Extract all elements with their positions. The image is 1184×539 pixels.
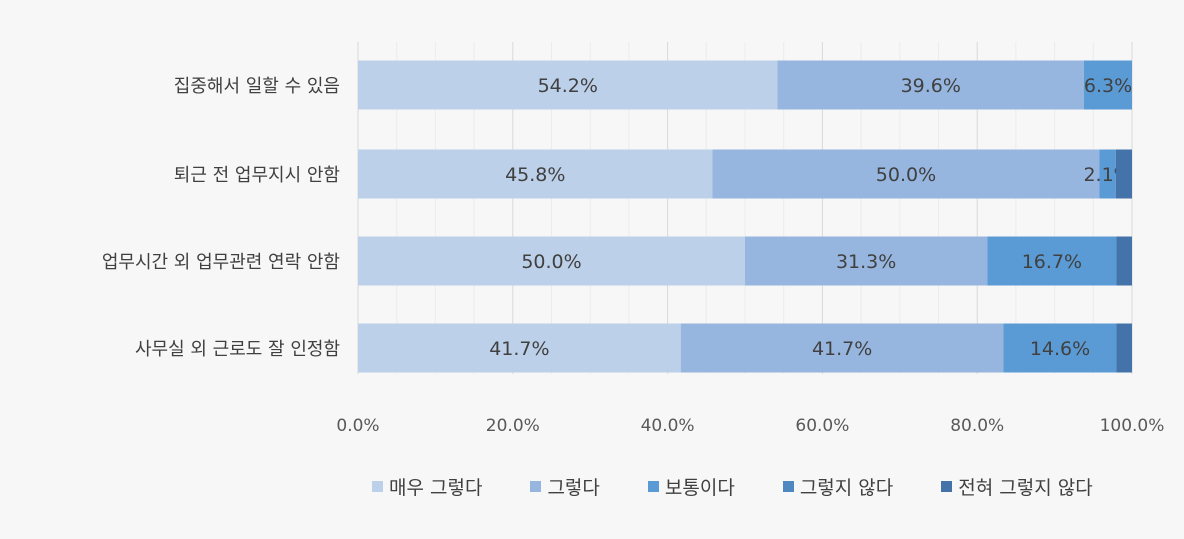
data-label: 6.3%: [1084, 75, 1132, 97]
bar-segment: [1115, 149, 1132, 199]
x-tick-label: 60.0%: [795, 416, 849, 436]
bar-segment: [987, 236, 1117, 286]
category-label: 업무시간 외 업무관련 연락 안함: [102, 252, 340, 273]
legend-swatch: [782, 481, 794, 492]
legend-label: 그렇다: [547, 477, 600, 499]
data-label: 50.0%: [876, 164, 936, 186]
data-label: 31.3%: [836, 251, 896, 273]
legend-item: 매우 그렇다: [372, 473, 482, 500]
category-label: 사무실 외 근로도 잘 인정함: [135, 339, 340, 360]
data-label: 16.7%: [1022, 251, 1082, 273]
x-tick-label: 80.0%: [950, 416, 1004, 436]
bar-segment: [745, 236, 988, 286]
data-label: 14.6%: [1030, 338, 1090, 360]
bar-segment: [1084, 60, 1132, 110]
x-tick-label: 100.0%: [1100, 416, 1165, 436]
legend-swatch: [372, 481, 383, 492]
bar-segment: [680, 323, 1004, 373]
bar-segment: [712, 149, 1100, 199]
bar-segment: [358, 60, 778, 110]
legend-item: 그렇지 않다: [782, 473, 894, 500]
chart-plot: 집중해서 일할 수 있음 54.2% 39.6% 6.3% 퇴근 전 업무지시 안함 45…: [102, 42, 1165, 436]
category-label: 퇴근 전 업무지시 안함: [174, 165, 340, 186]
bar-segment: [358, 236, 745, 286]
data-label: 54.2%: [538, 75, 598, 97]
data-label: 41.7%: [812, 338, 872, 360]
legend-item: 전혀 그렇지 않다: [941, 473, 1093, 500]
bar-segment: [1116, 236, 1132, 286]
legend-label: 매우 그렇다: [389, 477, 483, 499]
bar-segment: [358, 149, 713, 199]
legend-item: 보통이다: [647, 473, 735, 500]
x-tick-label: 20.0%: [486, 416, 540, 436]
chart-legend: 매우 그렇다 그렇다 보통이다 그렇지 않다 전혀 그렇지 않다: [372, 473, 1093, 500]
bar-segment: [358, 323, 681, 373]
bar-segment: [1116, 323, 1132, 373]
legend-label: 전혀 그렇지 않다: [958, 477, 1093, 499]
legend-item: 그렇다: [530, 473, 600, 500]
legend-swatch: [530, 481, 542, 492]
bar-segment: [777, 60, 1085, 110]
bar-segment: [1099, 149, 1116, 199]
data-label: 39.6%: [901, 75, 961, 97]
legend-label: 그렇지 않다: [799, 477, 894, 499]
bar-segment: [1003, 323, 1117, 373]
data-label: 41.7%: [489, 338, 549, 360]
legend-label: 보통이다: [664, 477, 735, 499]
x-tick-label: 40.0%: [641, 416, 695, 436]
legend-swatch: [647, 481, 659, 492]
data-label: 50.0%: [521, 251, 581, 273]
x-tick-label: 0.0%: [336, 416, 379, 436]
category-label: 집중해서 일할 수 있음: [174, 76, 340, 97]
legend-swatch: [941, 481, 953, 492]
data-label: 45.8%: [505, 164, 565, 186]
